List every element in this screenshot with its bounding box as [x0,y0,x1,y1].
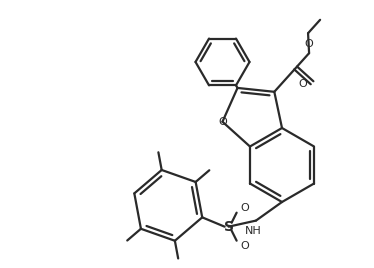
Text: S: S [224,220,234,234]
Text: O: O [240,203,249,213]
Text: O: O [240,241,249,251]
Text: NH: NH [245,226,261,236]
Text: O: O [218,117,227,127]
Text: O: O [298,79,307,89]
Text: O: O [305,39,313,49]
